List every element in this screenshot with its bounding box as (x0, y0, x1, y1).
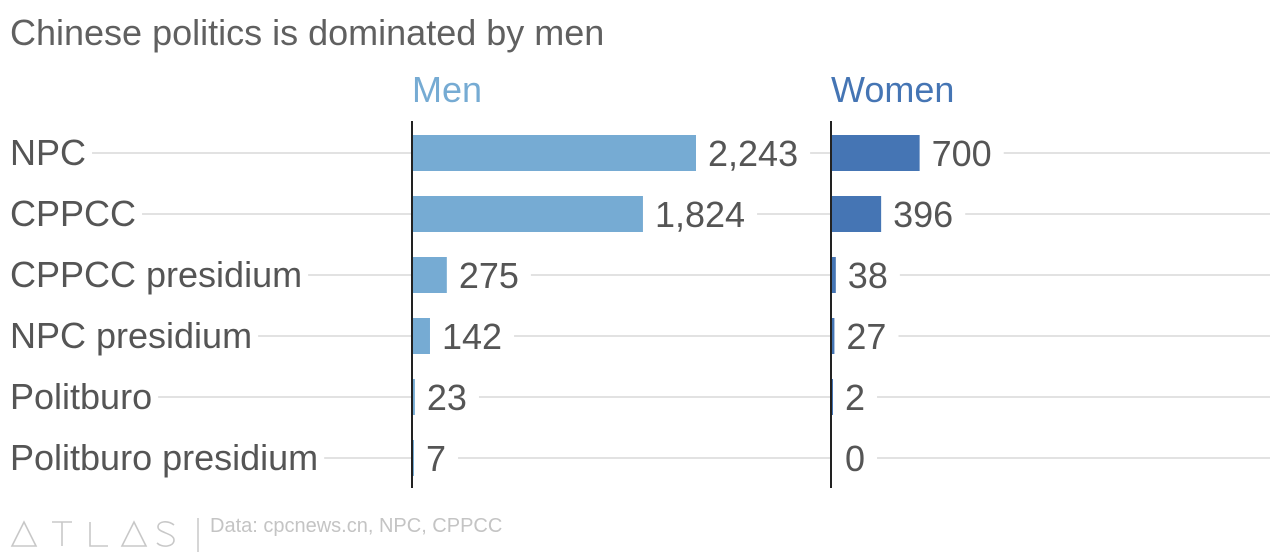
bar-women (831, 196, 882, 232)
bar-women (831, 135, 920, 171)
logo-letter-s (156, 521, 175, 547)
bar-men (412, 379, 415, 415)
bar-men (412, 257, 447, 293)
value-label-women: 27 (846, 316, 886, 357)
atlas-logo (10, 520, 175, 547)
logo-letter-l (89, 522, 108, 547)
logo-letter-t (52, 521, 72, 546)
value-label-men: 7 (426, 438, 446, 479)
value-label-men: 275 (459, 255, 519, 296)
logo-letter-a1 (10, 520, 38, 547)
category-label: NPC (10, 132, 86, 173)
source-note: Data: cpcnews.cn, NPC, CPPCC (210, 515, 503, 537)
value-label-women: 700 (932, 133, 992, 174)
logo-letter-a2 (120, 520, 148, 547)
category-label: CPPCC (10, 193, 136, 234)
bar-women (831, 318, 835, 354)
category-label: Politburo (10, 376, 152, 417)
footer-separator (197, 518, 199, 552)
value-label-men: 1,824 (655, 194, 745, 235)
category-label: CPPCC presidium (10, 254, 302, 295)
bar-men (412, 318, 430, 354)
value-label-men: 142 (442, 316, 502, 357)
value-label-men: 23 (427, 377, 467, 418)
series-header-men: Men (412, 69, 482, 110)
chart-title: Chinese politics is dominated by men (10, 12, 605, 53)
axes (411, 121, 832, 488)
grid-lines (92, 152, 1270, 459)
category-label: Politburo presidium (10, 437, 318, 478)
value-label-men: 2,243 (708, 133, 798, 174)
category-label: NPC presidium (10, 315, 252, 356)
bar-women (831, 257, 836, 293)
value-label-women: 396 (893, 194, 953, 235)
series-header-women: Women (831, 69, 954, 110)
bar-men (412, 196, 643, 232)
bars (412, 135, 920, 476)
chart-labels: Men Women NPC 2,243 700 CPPCC 1,824 396 CPPCC pr… (10, 69, 992, 479)
value-label-women: 0 (845, 438, 865, 479)
bar-men (412, 135, 696, 171)
value-label-women: 38 (848, 255, 888, 296)
value-label-women: 2 (845, 377, 865, 418)
